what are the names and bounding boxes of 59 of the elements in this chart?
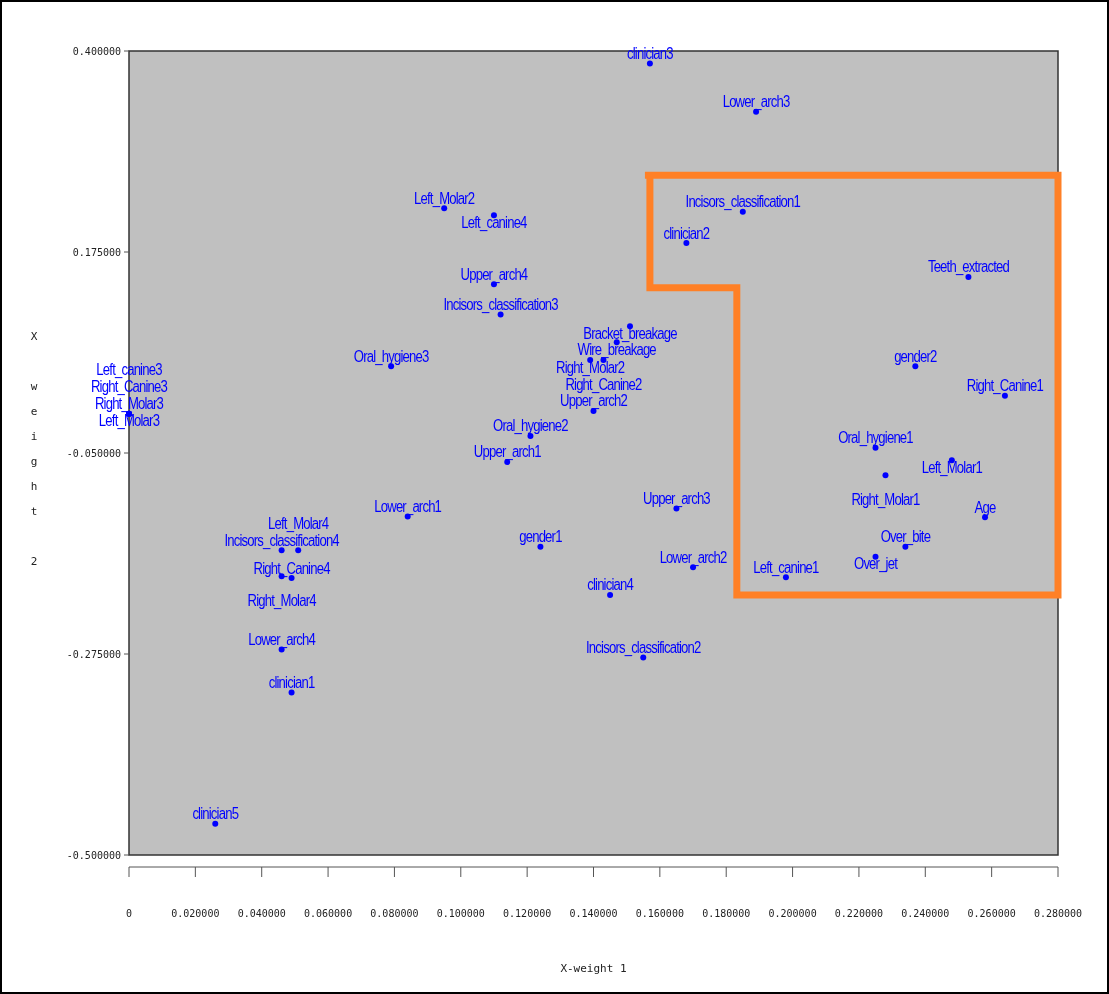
data-label: Upper_arch3	[643, 489, 711, 508]
x-tick-label: 0.060000	[303, 908, 353, 919]
x-tick-label: 0.220000	[834, 908, 884, 919]
x-tick-label: 0.040000	[237, 908, 286, 919]
data-label: Age	[974, 498, 997, 517]
data-label: Upper_arch2	[560, 392, 628, 410]
x-tick-label: 0.160000	[635, 908, 684, 919]
data-label: Oral_hygiene1	[838, 428, 914, 447]
y-tick-label: -0.050000	[66, 447, 121, 459]
x-tick-label: 0.280000	[1033, 908, 1083, 919]
x-tick-label: 0.260000	[967, 908, 1016, 919]
x-tick-label: 0.200000	[768, 908, 817, 919]
x-tick-label: 0	[125, 908, 133, 919]
data-label: Right_Molar2	[556, 358, 625, 376]
x-axis-title: X-weight 1	[560, 962, 627, 975]
data-label: Lower_arch3	[722, 93, 791, 111]
data-label: Lower_arch4	[248, 630, 316, 649]
data-label: Right_Molar4	[247, 591, 317, 610]
data-label: Oral_hygiene3	[353, 347, 430, 366]
data-label: Over_jet	[854, 554, 898, 573]
y-tick-label: 0.175000	[72, 246, 121, 258]
data-label: Right_Canine2	[565, 375, 643, 393]
data-label: clinician1	[268, 673, 316, 692]
x-tick-label: 0.080000	[370, 908, 419, 919]
data-label: Right_Canine4	[253, 559, 331, 577]
data-label: Incisors_classification4	[224, 531, 340, 550]
x-tick-label: 0.140000	[569, 908, 618, 919]
y-tick-label: -0.275000	[66, 648, 121, 660]
data-label: Bracket_breakage	[583, 324, 678, 342]
data-label: Left_canine4	[461, 213, 528, 232]
data-label: Teeth_extracted	[927, 258, 1010, 276]
data-label: Oral_hygiene2	[493, 417, 569, 435]
y-axis-title: X weight 2	[27, 330, 41, 580]
data-label: Upper_arch1	[473, 443, 542, 461]
data-label: Upper_arch4	[460, 265, 529, 283]
x-tick-label: 0.180000	[702, 908, 751, 919]
y-tick-label: 0.400000	[72, 45, 121, 57]
data-label: Incisors_classification1	[685, 193, 801, 211]
x-tick-label: 0.120000	[503, 908, 552, 919]
data-label: Right_Molar1	[851, 490, 921, 509]
data-label: clinician5	[192, 804, 239, 823]
data-label: Left_canine1	[753, 558, 820, 576]
data-label: Right_Canine1	[966, 377, 1044, 395]
data-label: clinician4	[587, 576, 634, 594]
data-label: clinician2	[663, 224, 710, 242]
data-label: Left_Molar4	[268, 514, 330, 533]
data-label: gender1	[519, 528, 563, 546]
x-tick-label: 0.020000	[171, 908, 220, 919]
data-label: Incisors_classification2	[586, 638, 702, 657]
data-label: Lower_arch1	[374, 497, 442, 516]
y-tick-label: -0.500000	[66, 849, 121, 861]
data-label: Left_Molar2	[414, 189, 476, 207]
data-label: Lower_arch2	[659, 548, 728, 567]
data-label: Incisors_classification3	[443, 295, 559, 314]
data-label: gender2	[894, 347, 938, 366]
data-label: Left_Molar1	[921, 458, 983, 476]
x-tick-label: 0.240000	[901, 908, 950, 919]
data-label: Over_bite	[880, 528, 931, 546]
x-tick-label: 0.100000	[436, 908, 485, 919]
